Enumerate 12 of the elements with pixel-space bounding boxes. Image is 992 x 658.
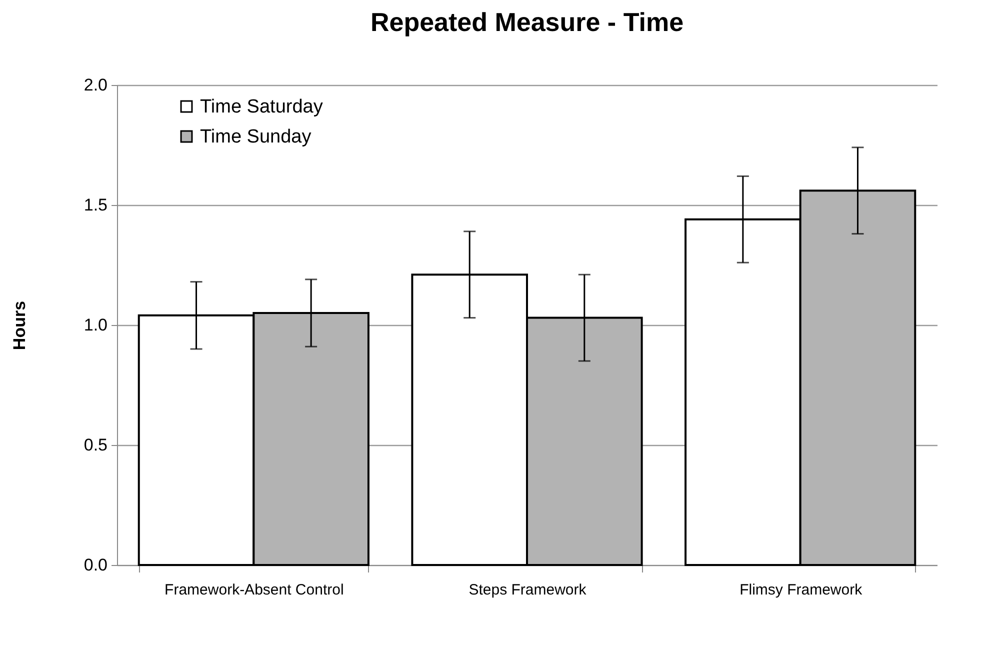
x-tick-label: Steps Framework: [468, 582, 587, 598]
chart-title: Repeated Measure - Time: [370, 7, 684, 37]
x-tick-label: Flimsy Framework: [740, 582, 863, 598]
y-tick-label: 0.0: [84, 556, 108, 574]
y-tick-label: 1.0: [84, 316, 108, 334]
legend-label: Time Sunday: [200, 126, 312, 148]
y-tick-label: 0.5: [84, 436, 108, 454]
legend-label: Time Saturday: [200, 96, 324, 118]
y-tick-label: 1.5: [84, 196, 108, 214]
x-tick-label: Framework-Absent Control: [164, 582, 344, 598]
y-tick-label: 2.0: [84, 76, 108, 94]
y-axis-title: Hours: [10, 300, 29, 350]
